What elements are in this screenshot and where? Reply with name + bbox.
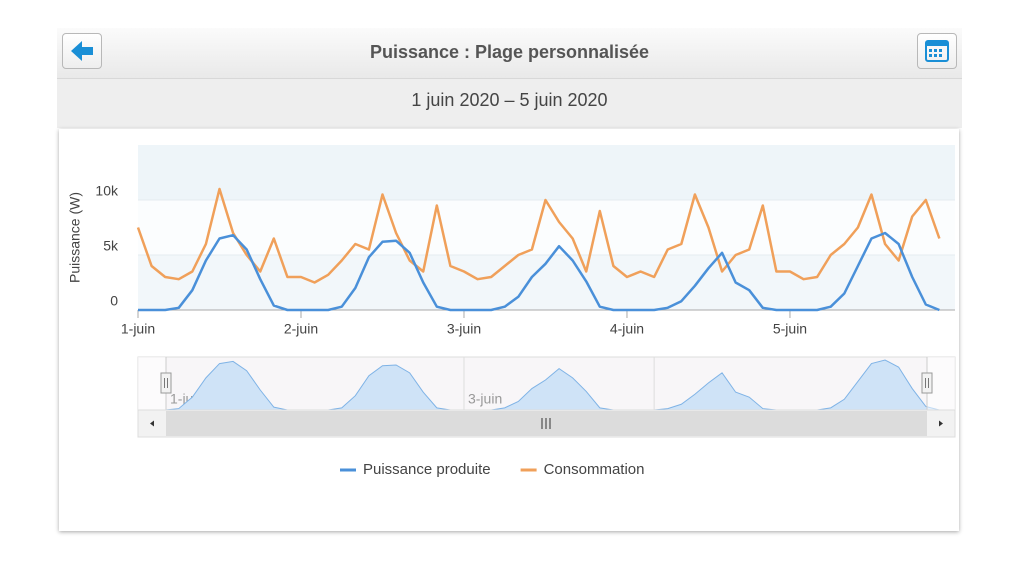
x-tick-label: 1-juin [121, 321, 155, 337]
back-button[interactable] [62, 33, 102, 69]
y-tick-label: 10k [95, 183, 119, 199]
navigator-handle[interactable] [160, 372, 172, 394]
series-line [136, 187, 941, 284]
scroll-right[interactable] [939, 420, 943, 427]
legend-label[interactable]: Consommation [544, 461, 645, 478]
plot-band [138, 145, 955, 200]
x-tick-label: 4-juin [610, 321, 644, 337]
legend-label[interactable]: Puissance produite [363, 461, 491, 478]
plot-band [138, 200, 955, 255]
scroll-left[interactable] [150, 420, 154, 427]
navigator-label: 3-juin [468, 391, 502, 407]
x-tick-label: 2-juin [284, 321, 318, 337]
calendar-button[interactable] [917, 33, 957, 69]
y-axis-label: Puissance (W) [67, 192, 83, 283]
calendar-icon [925, 40, 949, 62]
navigator-handle[interactable] [921, 372, 933, 394]
y-tick-label: 0 [110, 293, 118, 309]
y-tick-label: 5k [103, 238, 119, 254]
x-tick-label: 3-juin [447, 321, 481, 337]
series-line [138, 231, 940, 312]
back-icon [71, 41, 93, 61]
date-range: 1 juin 2020 – 5 juin 2020 [57, 79, 962, 128]
x-tick-label: 5-juin [773, 321, 807, 337]
title: Puissance : Plage personnalisée [369, 42, 650, 62]
header-bar: Puissance : Plage personnalisée [57, 28, 962, 79]
